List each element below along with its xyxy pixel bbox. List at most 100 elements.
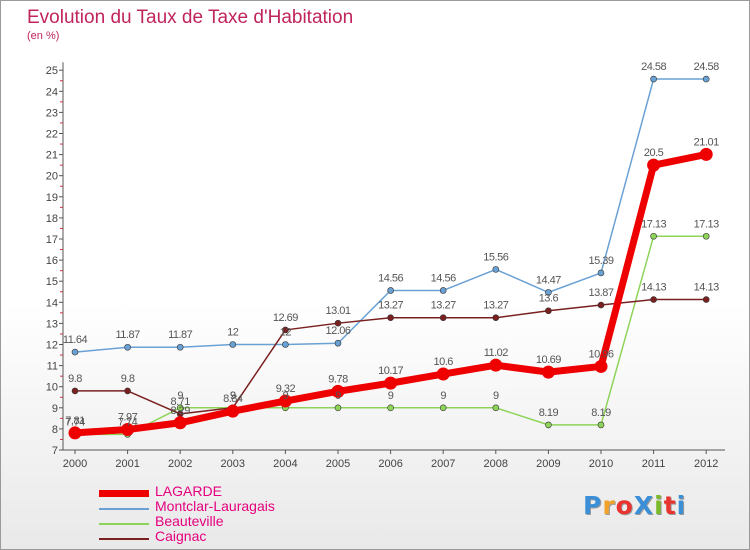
data-point <box>229 341 237 348</box>
x-tick-label: 2012 <box>694 458 718 470</box>
data-point <box>278 394 292 408</box>
x-tick-label: 2001 <box>115 458 139 470</box>
data-label: 11.87 <box>115 329 140 341</box>
data-label: 17.13 <box>694 218 719 230</box>
logo-letter: X <box>633 491 655 520</box>
x-tick-label: 2004 <box>273 458 297 470</box>
data-point <box>650 296 657 303</box>
data-point <box>597 421 605 429</box>
legend-swatch <box>99 538 149 540</box>
data-label: 7.97 <box>118 412 138 424</box>
data-label: 10.17 <box>378 365 403 377</box>
legend-label: Beauteville <box>155 513 224 529</box>
data-point <box>436 367 450 381</box>
proxiti-logo: ProXiti <box>583 491 686 520</box>
y-tick-label: 13 <box>46 318 58 330</box>
data-point <box>439 314 447 322</box>
y-tick-label: 19 <box>46 192 58 204</box>
data-label: 11.02 <box>484 347 509 359</box>
data-point <box>282 326 289 334</box>
y-tick-label: 14 <box>46 297 58 309</box>
data-label: 7.74 <box>65 416 85 428</box>
logo-letter: i <box>654 491 664 520</box>
data-point <box>702 232 710 240</box>
data-label: 21.01 <box>694 136 719 148</box>
data-point <box>545 421 552 429</box>
x-tick-label: 2009 <box>536 458 560 470</box>
data-point <box>702 75 710 83</box>
data-label: 12.69 <box>273 312 298 324</box>
y-tick-label: 22 <box>46 129 58 141</box>
chart-unit-label: (en %) <box>27 30 60 42</box>
data-label: 9 <box>493 390 499 402</box>
data-label: 10.69 <box>536 354 561 366</box>
data-point <box>650 75 657 83</box>
data-label: 8.71 <box>170 396 190 408</box>
data-label: 9.32 <box>276 383 296 395</box>
data-point <box>650 232 657 240</box>
data-point <box>331 384 345 398</box>
data-label: 12 <box>280 327 292 339</box>
data-label: 8.19 <box>539 407 559 419</box>
data-label: 11.87 <box>168 329 193 341</box>
y-tick-label: 10 <box>46 382 58 394</box>
data-label: 24.58 <box>694 61 719 73</box>
data-label: 20.5 <box>644 147 664 159</box>
data-point <box>594 359 608 373</box>
data-point <box>387 287 394 294</box>
y-tick-label: 20 <box>46 171 58 183</box>
y-tick-label: 21 <box>46 150 58 162</box>
data-label: 11.64 <box>63 334 88 346</box>
data-label: 15.56 <box>483 251 508 263</box>
legend-label: Caignac <box>155 528 207 544</box>
data-point <box>384 376 398 390</box>
legend-swatch <box>99 523 149 525</box>
y-tick-label: 17 <box>46 234 58 246</box>
data-point <box>489 358 503 372</box>
data-point <box>226 404 240 418</box>
data-label: 9.8 <box>68 373 82 385</box>
data-point <box>334 404 342 412</box>
y-tick-label: 16 <box>46 255 58 267</box>
data-point <box>68 426 82 440</box>
data-point <box>71 348 79 356</box>
data-label: 9 <box>335 390 341 402</box>
data-label: 17.13 <box>641 218 666 230</box>
data-label: 13.27 <box>431 300 456 312</box>
y-tick-label: 11 <box>47 361 58 373</box>
legend-swatch <box>99 490 149 497</box>
data-label: 14.13 <box>641 282 666 294</box>
data-label: 14.56 <box>378 272 403 284</box>
y-tick-label: 25 <box>46 65 58 77</box>
data-point <box>492 266 500 273</box>
y-tick-label: 8 <box>52 424 58 436</box>
data-label: 13.27 <box>483 300 508 312</box>
data-label: 7.74 <box>118 416 138 428</box>
data-point <box>699 147 713 161</box>
data-point <box>439 404 447 412</box>
data-point <box>121 423 135 437</box>
data-point <box>597 301 605 309</box>
data-label: 13.27 <box>378 300 403 312</box>
data-label: 7.81 <box>65 415 85 427</box>
x-tick-label: 2003 <box>221 458 245 470</box>
data-point <box>541 365 555 379</box>
y-tick-label: 12 <box>46 340 58 352</box>
x-tick-label: 2008 <box>484 458 508 470</box>
y-tick-label: 18 <box>46 213 58 225</box>
data-label: 9 <box>283 390 289 402</box>
y-tick-label: 24 <box>46 86 58 98</box>
data-point <box>71 387 79 395</box>
data-point <box>702 296 710 303</box>
data-label: 14.13 <box>694 282 719 294</box>
data-label: 8.84 <box>223 393 243 405</box>
y-tick-label: 23 <box>46 107 58 119</box>
legend-label: LAGARDE <box>155 483 222 499</box>
logo-letter: t <box>663 491 677 520</box>
data-point <box>647 158 661 172</box>
logo-letter: i <box>676 491 687 520</box>
x-tick-label: 2002 <box>168 458 192 470</box>
data-point <box>492 404 500 412</box>
data-point <box>334 319 342 327</box>
